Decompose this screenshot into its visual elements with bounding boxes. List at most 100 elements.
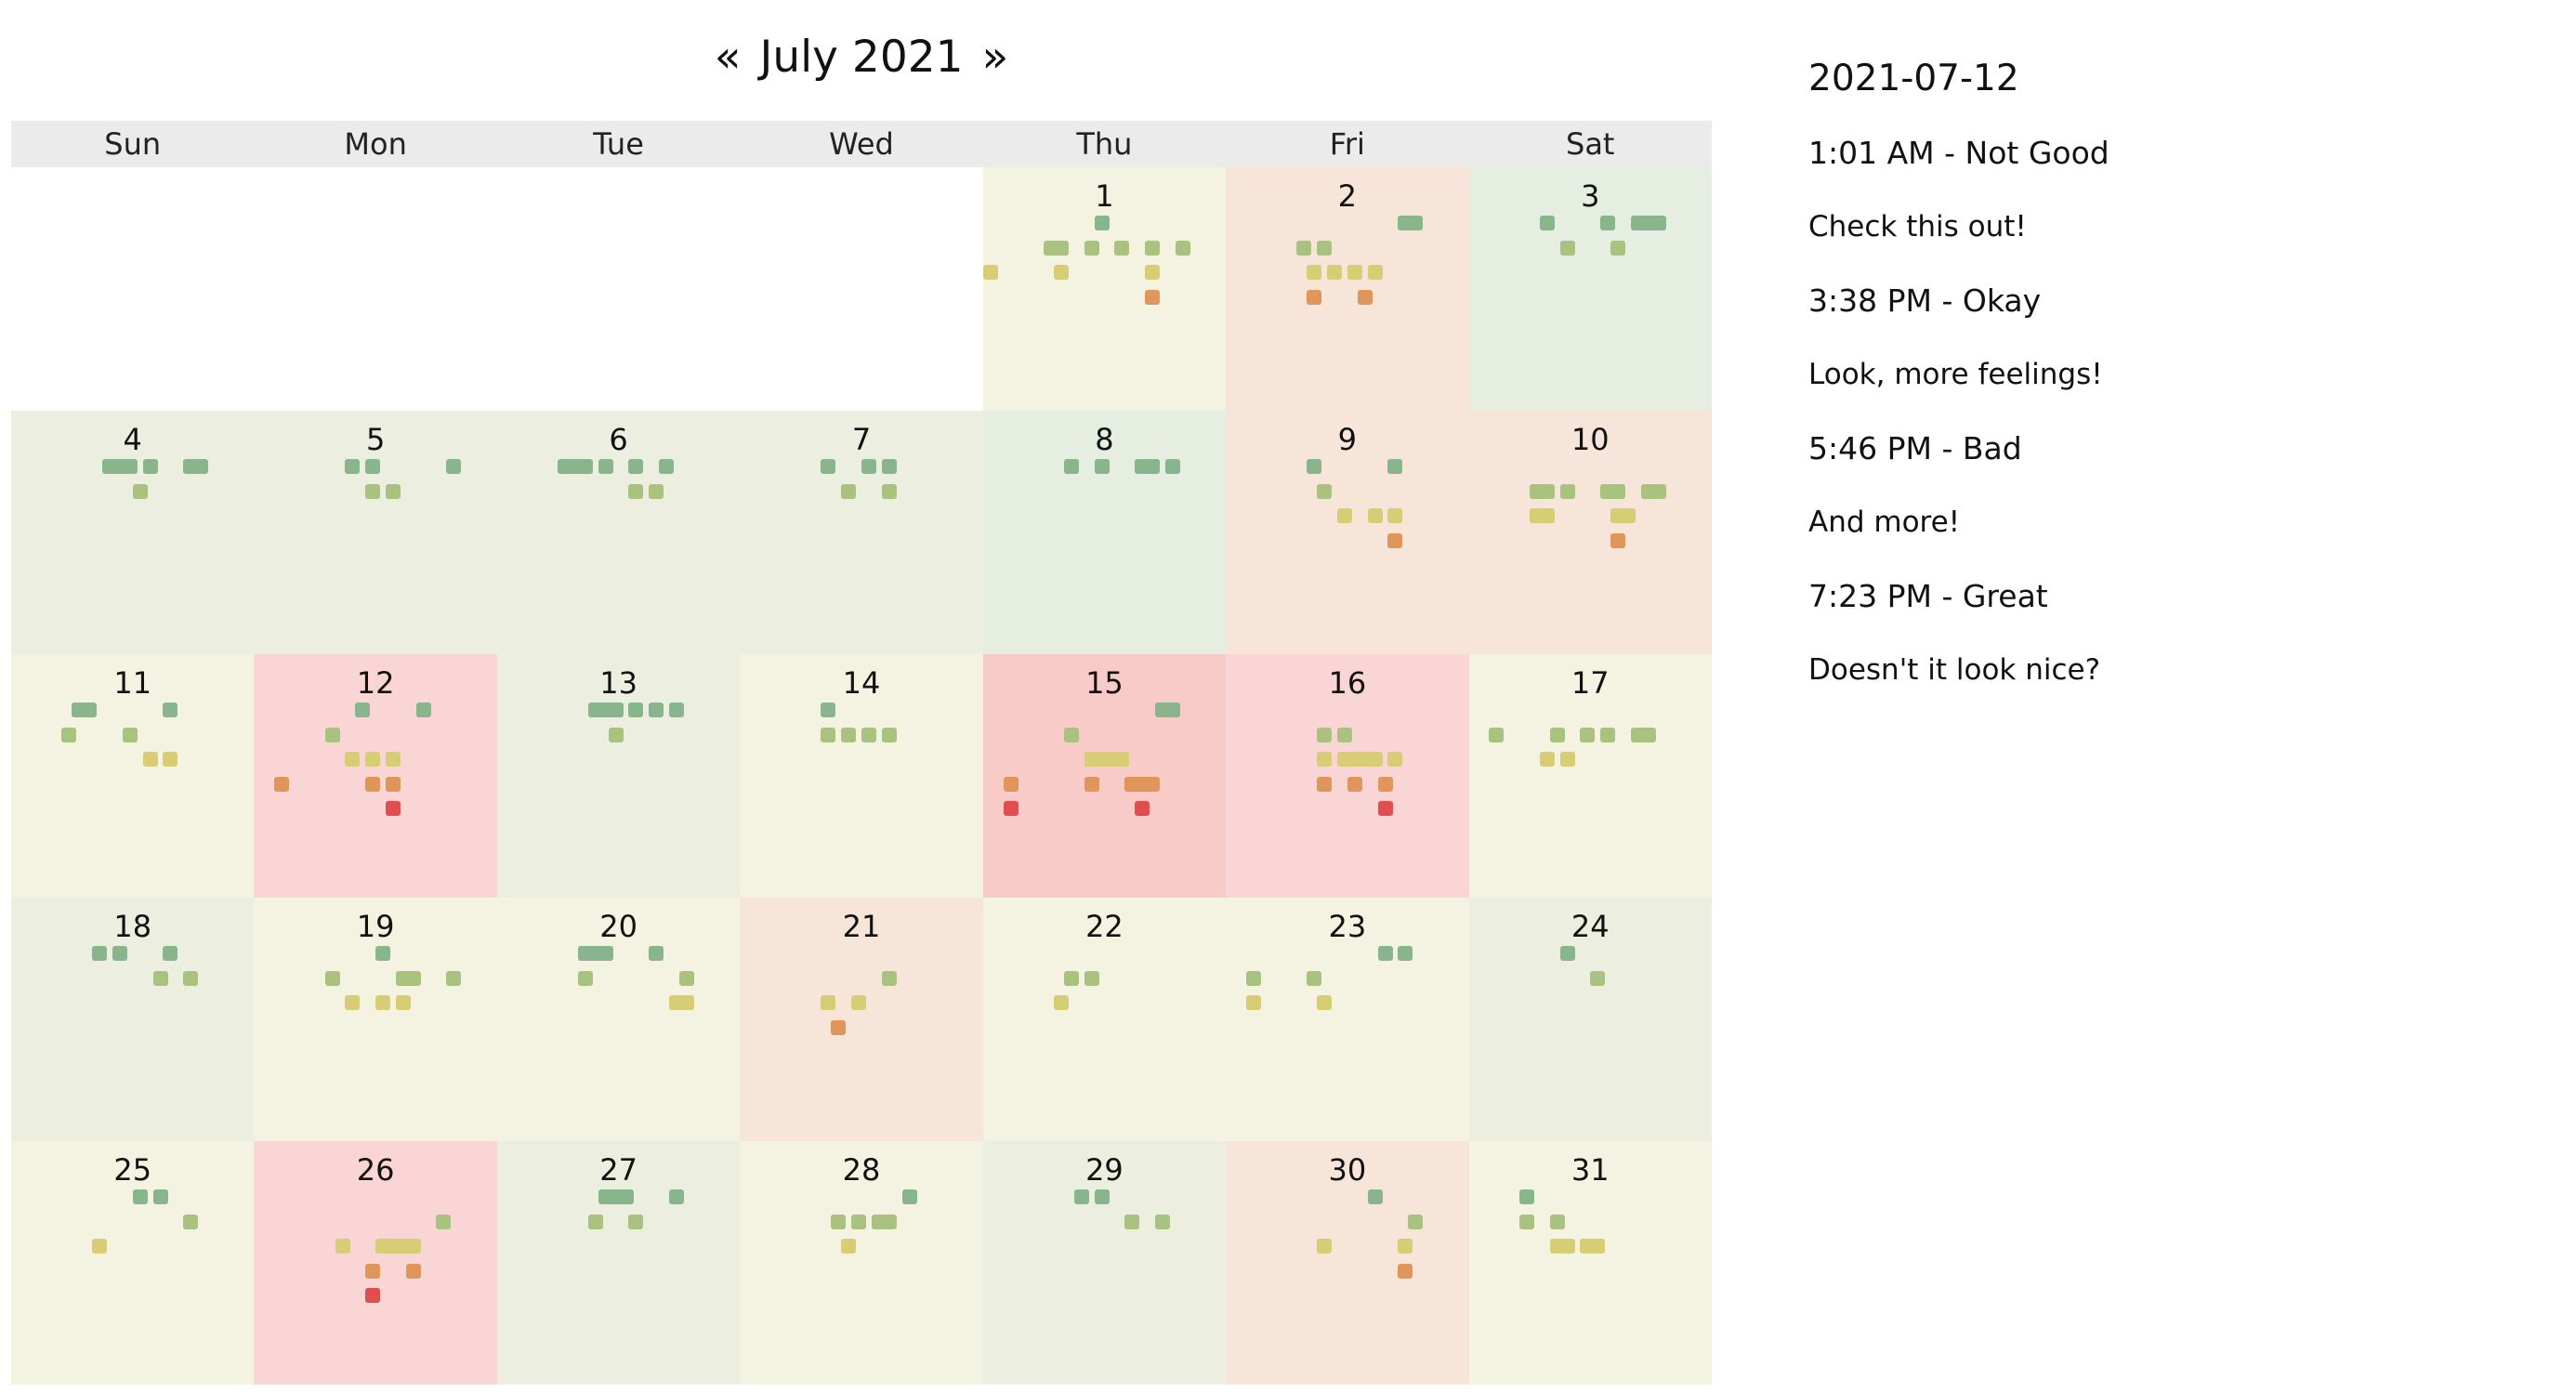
mood-mark [1317, 727, 1333, 742]
day-cell-12[interactable]: 12 [254, 654, 497, 898]
mood-mark [1317, 240, 1333, 256]
mood-mark [669, 703, 685, 717]
mood-mark [183, 970, 199, 986]
day-cell-22[interactable]: 22 [982, 898, 1227, 1141]
day-cell-29[interactable]: 29 [982, 1141, 1227, 1385]
mood-mark [861, 727, 876, 742]
day-cell-27[interactable]: 27 [496, 1141, 741, 1385]
day-cell-14[interactable]: 14 [740, 654, 983, 898]
day-cell-4[interactable]: 4 [11, 411, 255, 654]
day-cell-15[interactable]: 15 [982, 654, 1227, 898]
day-cell-31[interactable]: 31 [1468, 1141, 1712, 1385]
day-cell-23[interactable]: 23 [1226, 898, 1469, 1141]
mood-mark [1610, 483, 1626, 499]
day-number: 23 [1328, 909, 1367, 944]
mood-mark [1063, 727, 1079, 742]
mood-mark [1600, 216, 1616, 230]
mood-mark [1640, 216, 1656, 230]
mood-mark [1519, 1189, 1535, 1204]
day-cell-2[interactable]: 2 [1226, 167, 1469, 411]
month-title: July 2021 [759, 31, 964, 83]
mood-mark [386, 1239, 401, 1254]
day-cell-19[interactable]: 19 [254, 898, 497, 1141]
day-cell-13[interactable]: 13 [496, 654, 741, 898]
mood-mark [1124, 1214, 1140, 1229]
mood-mark [102, 459, 118, 474]
prev-month-button[interactable]: « [714, 31, 742, 83]
day-cell-6[interactable]: 6 [496, 411, 741, 654]
mood-mark [365, 483, 381, 499]
mood-mark [1529, 483, 1544, 499]
mood-mark [1084, 240, 1099, 256]
mood-mark [142, 459, 158, 474]
mood-mark [1650, 483, 1666, 499]
mood-mark [1094, 752, 1110, 767]
day-cell-3[interactable]: 3 [1468, 167, 1712, 411]
day-cell-7[interactable]: 7 [740, 411, 983, 654]
mood-mark [335, 1239, 350, 1254]
mood-mark [659, 459, 675, 474]
mood-mark [1377, 946, 1393, 961]
mood-mark [649, 703, 664, 717]
mood-mark [1610, 508, 1626, 523]
mood-mark [1317, 752, 1333, 767]
mood-mark [1387, 752, 1403, 767]
mood-mark [365, 1288, 381, 1303]
mood-mark [1307, 289, 1322, 305]
day-cell-25[interactable]: 25 [11, 1141, 255, 1385]
mood-mark [1084, 970, 1099, 986]
day-cell-8[interactable]: 8 [982, 411, 1227, 654]
mood-mark [901, 1189, 917, 1204]
day-cell-30[interactable]: 30 [1226, 1141, 1469, 1385]
day-cell-1[interactable]: 1 [982, 167, 1227, 411]
mood-mark [1347, 776, 1362, 792]
day-cell-10[interactable]: 10 [1468, 411, 1712, 654]
mood-mark [1307, 459, 1322, 474]
entry-title: 3:38 PM - Okay [1808, 282, 2042, 319]
day-number: 16 [1328, 665, 1367, 701]
day-number: 22 [1085, 909, 1124, 944]
day-cell-16[interactable]: 16 [1226, 654, 1469, 898]
day-cell-26[interactable]: 26 [254, 1141, 497, 1385]
mood-mark [1559, 946, 1575, 961]
mood-mark [1630, 727, 1646, 742]
mood-mark [1063, 459, 1079, 474]
mood-mark [1408, 1214, 1424, 1229]
day-cell-18[interactable]: 18 [11, 898, 255, 1141]
mood-mark [395, 970, 411, 986]
mood-mark [1094, 216, 1110, 230]
mood-mark [831, 1019, 847, 1035]
mood-mark [1377, 776, 1393, 792]
mood-mark [1559, 752, 1575, 767]
mood-mark [608, 727, 624, 742]
mood-mark [821, 703, 836, 717]
mood-mark [1245, 995, 1261, 1010]
day-cell-21[interactable]: 21 [740, 898, 983, 1141]
mood-mark [92, 1239, 108, 1254]
next-month-button[interactable]: » [981, 31, 1009, 83]
day-number: 28 [842, 1152, 881, 1188]
mood-mark [1640, 727, 1656, 742]
mood-mark [1104, 752, 1120, 767]
day-cell-5[interactable]: 5 [254, 411, 497, 654]
mood-mark [163, 703, 178, 717]
mood-mark [821, 727, 836, 742]
weekday-label-sat: Sat [1566, 126, 1615, 162]
mood-mark [1590, 1239, 1606, 1254]
mood-mark [881, 483, 897, 499]
mood-mark [152, 1189, 168, 1204]
day-cell-9[interactable]: 9 [1226, 411, 1469, 654]
entry-note: Doesn't it look nice? [1808, 653, 2101, 687]
day-number: 26 [356, 1152, 395, 1188]
day-cell-17[interactable]: 17 [1468, 654, 1712, 898]
mood-mark [578, 970, 593, 986]
day-cell-28[interactable]: 28 [740, 1141, 983, 1385]
day-cell-24[interactable]: 24 [1468, 898, 1712, 1141]
day-cell-20[interactable]: 20 [496, 898, 741, 1141]
day-number: 13 [599, 665, 637, 701]
day-number: 10 [1571, 422, 1610, 457]
mood-mark [92, 946, 108, 961]
mood-mark [587, 946, 603, 961]
day-cell-11[interactable]: 11 [11, 654, 255, 898]
day-number: 21 [842, 909, 881, 944]
